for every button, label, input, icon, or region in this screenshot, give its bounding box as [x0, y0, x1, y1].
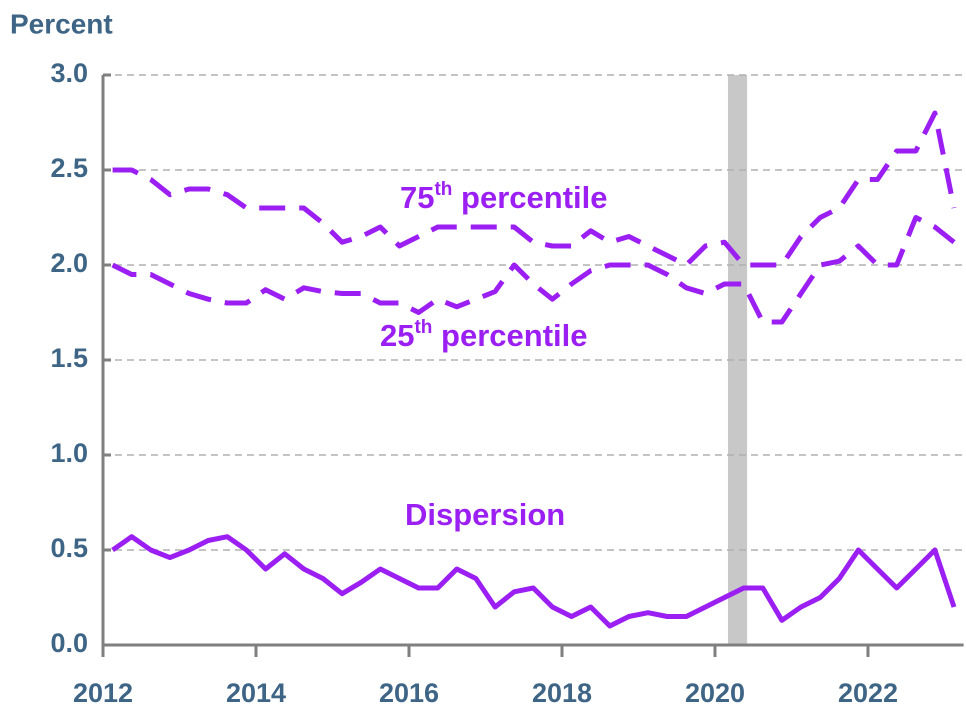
- x-tick-label: 2022: [838, 678, 898, 708]
- y-tick-label: 0.5: [50, 533, 88, 563]
- x-tick-label: 2014: [226, 678, 286, 708]
- annotation-text: percentile: [432, 318, 587, 353]
- annotation: 25th percentile: [380, 317, 587, 353]
- y-tick-label: 2.5: [50, 153, 88, 183]
- x-tick-label: 2020: [685, 678, 745, 708]
- series-line: [111, 215, 956, 325]
- x-tick-label: 2018: [532, 678, 592, 708]
- annotation: Dispersion: [405, 497, 565, 532]
- series-line: [111, 534, 957, 629]
- annotation-number: 75: [400, 180, 434, 215]
- y-tick-label: 0.0: [50, 628, 88, 658]
- annotation-number: 25: [380, 318, 414, 353]
- x-tick-label: 2016: [379, 678, 439, 708]
- annotation-text: percentile: [452, 180, 607, 215]
- annotation-sup: th: [414, 317, 432, 338]
- y-tick-label: 3.0: [50, 58, 88, 88]
- y-tick-label: 1.5: [50, 343, 88, 373]
- annotation-sup: th: [434, 179, 452, 200]
- y-tick-label: 2.0: [50, 248, 88, 278]
- y-tick-label: 1.0: [50, 438, 88, 468]
- annotation: 75th percentile: [400, 179, 607, 215]
- series-line: [112, 110, 957, 268]
- y-axis-label: Percent: [10, 8, 113, 39]
- shaded-region: [727, 75, 748, 645]
- x-tick-label: 2012: [73, 678, 133, 708]
